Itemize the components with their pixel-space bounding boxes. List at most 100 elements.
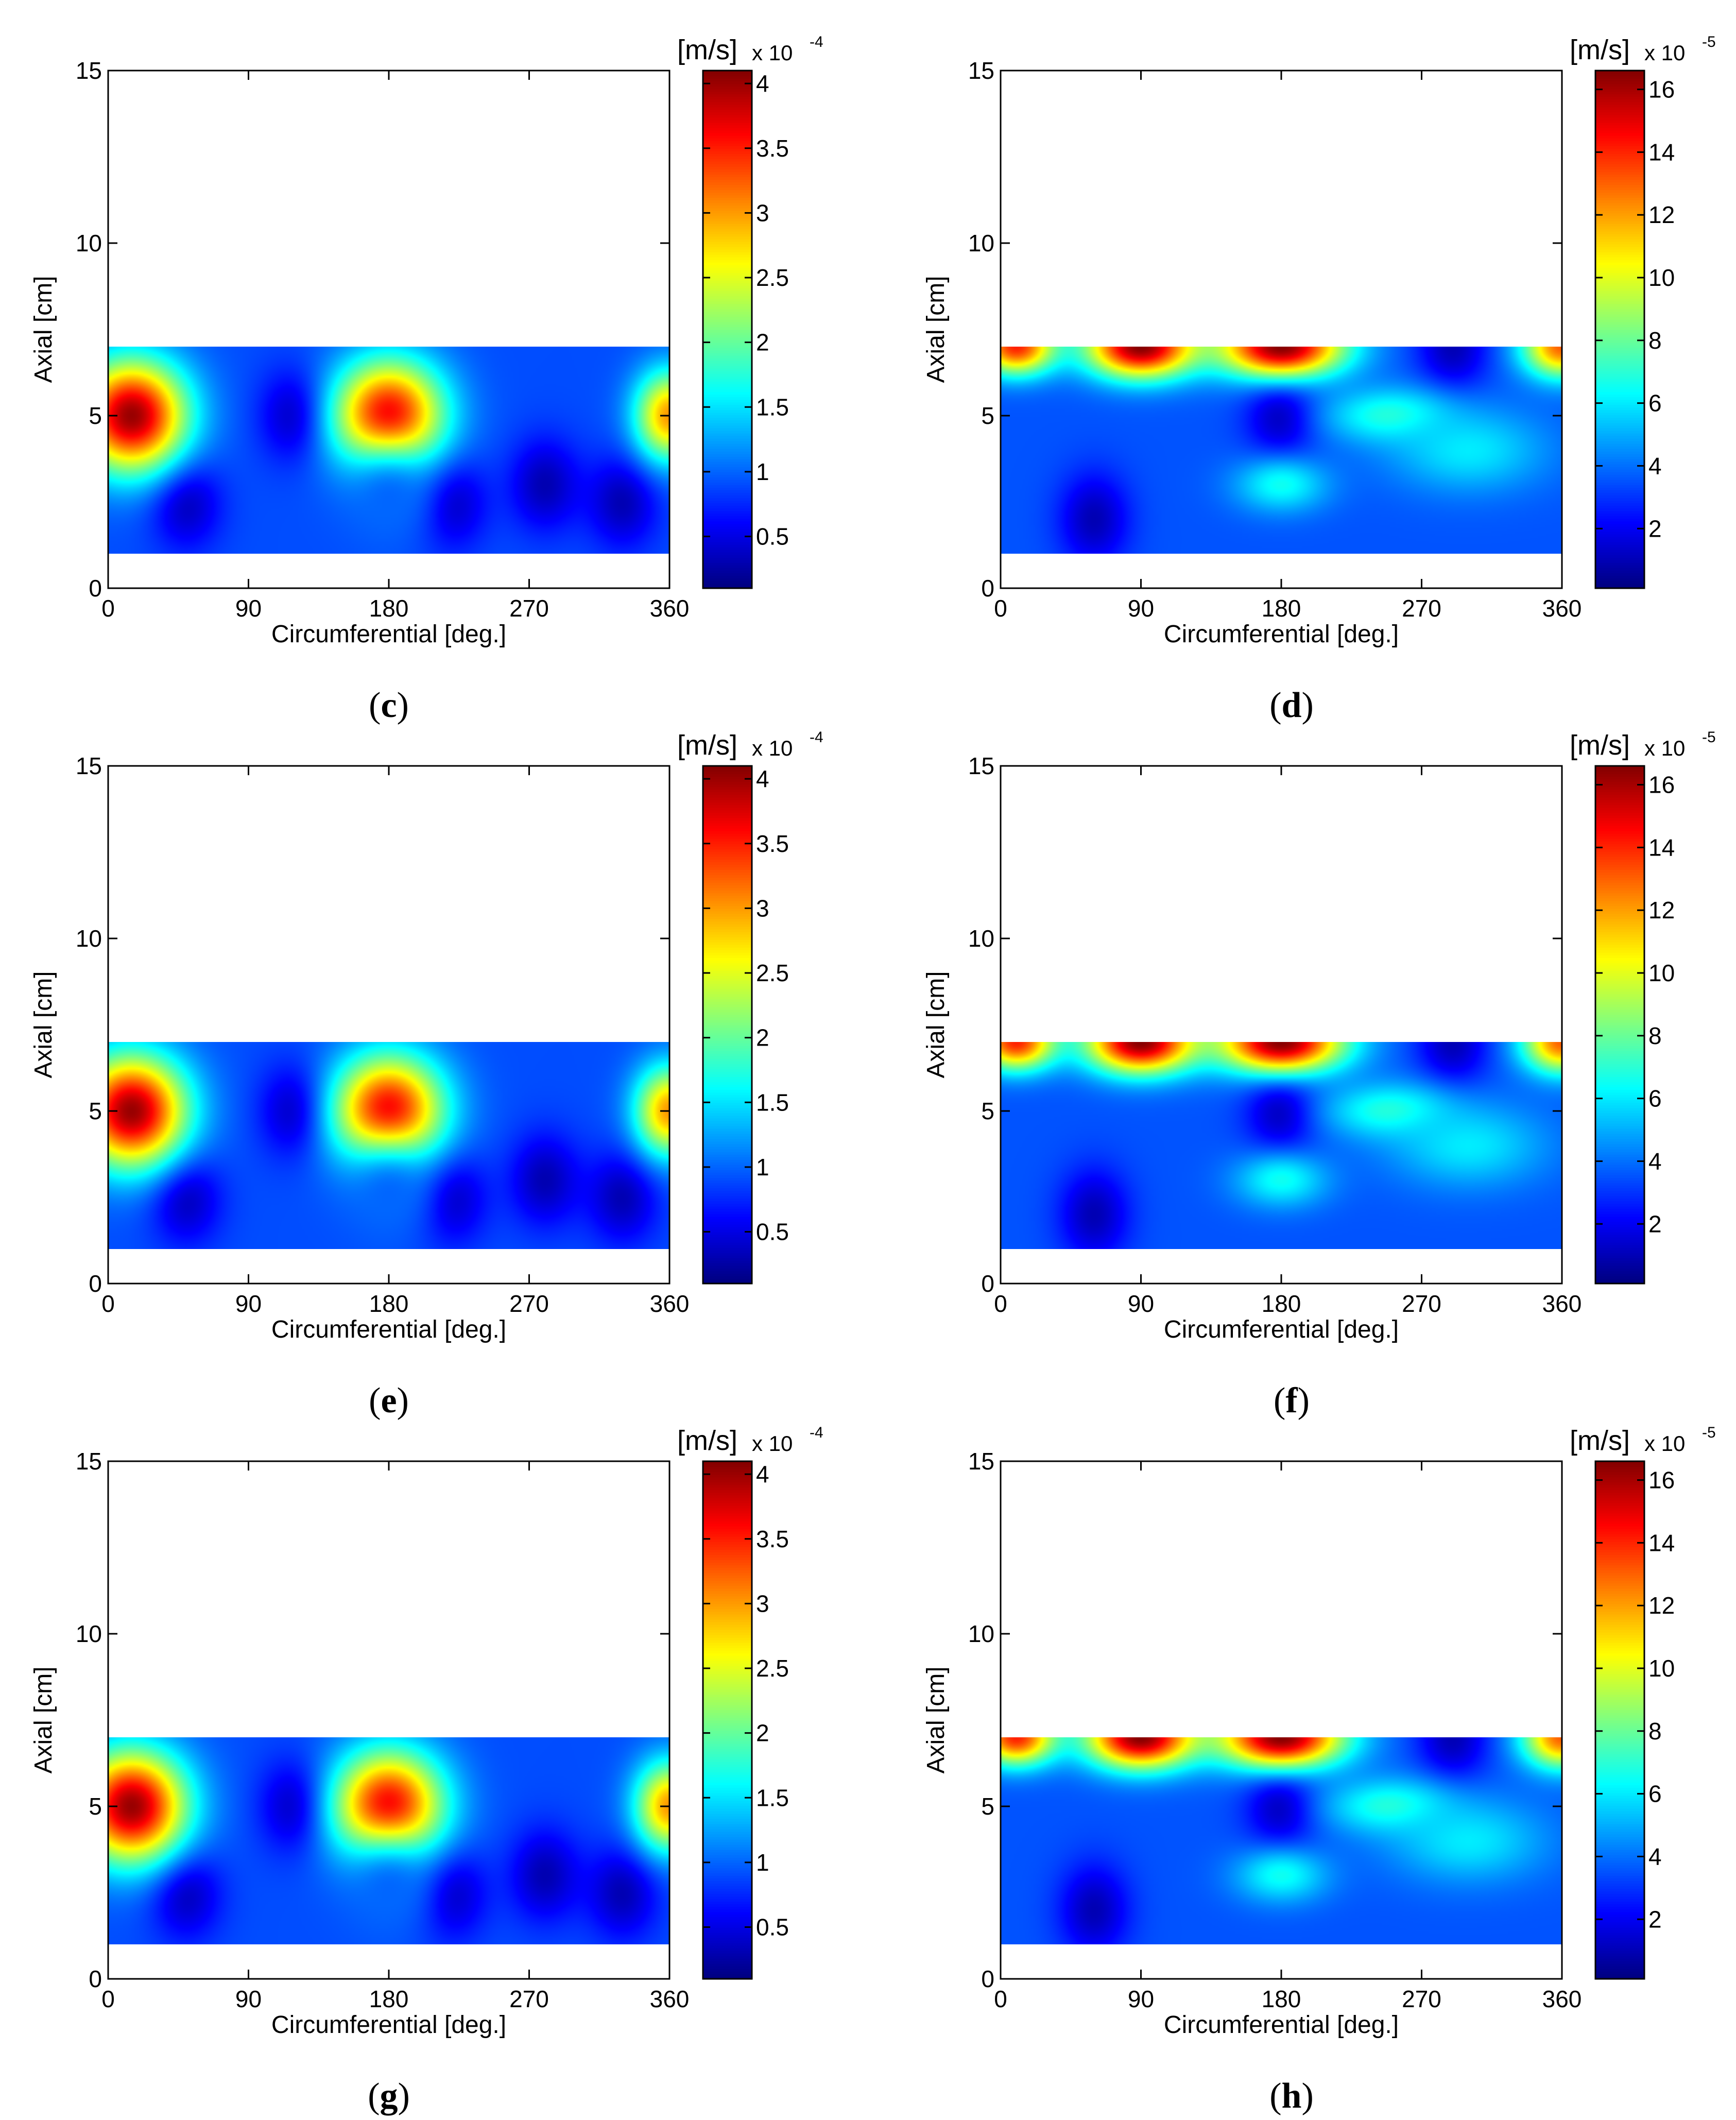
colorbar-segment <box>1595 570 1644 573</box>
colorbar-segment <box>1595 464 1644 467</box>
colorbar-segment <box>703 1232 752 1235</box>
colorbar-segment <box>1595 1593 1644 1597</box>
colorbar-segment <box>703 1598 752 1602</box>
colorbar-segment <box>703 453 752 457</box>
colorbar-segment <box>703 1151 752 1155</box>
x-tick-label: 90 <box>1128 1290 1154 1317</box>
colorbar-segment <box>1595 1826 1644 1830</box>
colorbar-segment <box>1595 1859 1644 1863</box>
colorbar-segment <box>703 1826 752 1830</box>
colorbar-segment <box>1595 931 1644 935</box>
colorbar-segment <box>1595 1278 1644 1281</box>
colorbar-segment <box>1595 875 1644 878</box>
colorbar-segment <box>703 187 752 191</box>
colorbar-segment <box>1595 487 1644 491</box>
colorbar-segment <box>703 575 752 578</box>
colorbar-segment <box>703 1492 752 1496</box>
colorbar-segment <box>703 580 752 584</box>
colorbar-segment <box>703 1971 752 1974</box>
colorbar-segment <box>1595 1906 1644 1910</box>
colorbar-segment <box>703 1733 752 1736</box>
y-tick-label: 0 <box>981 1965 994 1992</box>
colorbar-segment <box>703 1270 752 1274</box>
colorbar-segment <box>703 195 752 198</box>
colorbar-segment <box>703 1821 752 1824</box>
colorbar-segment <box>1595 1055 1644 1059</box>
colorbar-segment <box>703 1870 752 1873</box>
colorbar-segment <box>1595 83 1644 87</box>
colorbar-tick-label: 8 <box>1648 1718 1662 1745</box>
colorbar-segment <box>1595 526 1644 529</box>
colorbar-segment <box>703 1123 752 1126</box>
colorbar-segment <box>1595 1637 1644 1640</box>
colorbar-segment <box>1595 288 1644 292</box>
colorbar-segment <box>1595 1839 1644 1842</box>
y-tick-label: 10 <box>968 925 994 952</box>
colorbar-segment <box>1595 73 1644 77</box>
colorbar-segment <box>1595 1624 1644 1628</box>
colorbar-segment <box>703 339 752 343</box>
colorbar-segment <box>703 880 752 883</box>
colorbar-segment <box>703 231 752 234</box>
colorbar-segment <box>1595 112 1644 115</box>
colorbar-segment <box>703 81 752 84</box>
colorbar-segment <box>703 456 752 459</box>
colorbar-segment <box>1595 1834 1644 1837</box>
colorbar-segment <box>1595 1068 1644 1072</box>
colorbar-exponent: -5 <box>1702 729 1716 746</box>
colorbar-segment <box>1595 1131 1644 1134</box>
colorbar-segment <box>703 1730 752 1734</box>
x-tick-label: 360 <box>650 1290 690 1317</box>
colorbar-segment <box>1595 1886 1644 1889</box>
colorbar-segment <box>703 233 752 237</box>
colorbar-segment <box>703 435 752 439</box>
colorbar-segment <box>703 420 752 423</box>
colorbar-segment <box>703 461 752 465</box>
colorbar-segment <box>1595 453 1644 457</box>
colorbar-segment <box>1595 967 1644 971</box>
colorbar-segment <box>703 1865 752 1868</box>
colorbar-segment <box>703 1883 752 1887</box>
colorbar-segment <box>703 1663 752 1666</box>
colorbar-segment <box>1595 476 1644 480</box>
colorbar-segment <box>1595 384 1644 387</box>
colorbar-segment <box>1595 1883 1644 1887</box>
colorbar-segment <box>1595 991 1644 995</box>
colorbar-segment <box>1595 182 1644 185</box>
colorbar-segment <box>703 877 752 881</box>
colorbar-segment <box>1595 1549 1644 1552</box>
colorbar-segment <box>703 577 752 581</box>
colorbar-segment <box>703 1668 752 1672</box>
colorbar-segment <box>703 1082 752 1085</box>
colorbar-segment <box>703 375 752 379</box>
colorbar-segment <box>703 309 752 312</box>
colorbar-segment <box>703 944 752 948</box>
colorbar-segment <box>1595 1219 1644 1222</box>
colorbar-segment <box>1595 926 1644 930</box>
colorbar-segment <box>1595 1697 1644 1700</box>
colorbar-segment <box>703 1572 752 1576</box>
colorbar-segment <box>1595 1704 1644 1708</box>
colorbar-segment <box>703 1040 752 1044</box>
colorbar-segment <box>703 570 752 573</box>
colorbar-segment <box>1595 76 1644 79</box>
colorbar-segment <box>703 1591 752 1594</box>
colorbar-exponent: -4 <box>810 729 823 746</box>
colorbar-segment <box>1595 293 1644 297</box>
colorbar-segment <box>703 1505 752 1509</box>
colorbar-segment <box>703 1526 752 1529</box>
colorbar-segment <box>703 1681 752 1685</box>
panel-c: 0 90 180 270 360 0 5 10 15 Circumferential [deg.]… <box>30 33 823 725</box>
colorbar-segment <box>1595 127 1644 131</box>
colorbar-segment <box>1595 1120 1644 1124</box>
colorbar-segment <box>1595 1973 1644 1977</box>
colorbar-segment <box>703 1167 752 1170</box>
colorbar-segment <box>703 1689 752 1692</box>
caption-letter: h <box>1282 2076 1302 2116</box>
colorbar-segment <box>1595 810 1644 813</box>
x-axis-label: Circumferential [deg.] <box>1164 1316 1399 1343</box>
colorbar-segment <box>703 1624 752 1628</box>
colorbar-segment <box>703 168 752 172</box>
x-tick-label: 180 <box>369 1986 409 2012</box>
y-tick-label: 5 <box>89 1098 102 1124</box>
